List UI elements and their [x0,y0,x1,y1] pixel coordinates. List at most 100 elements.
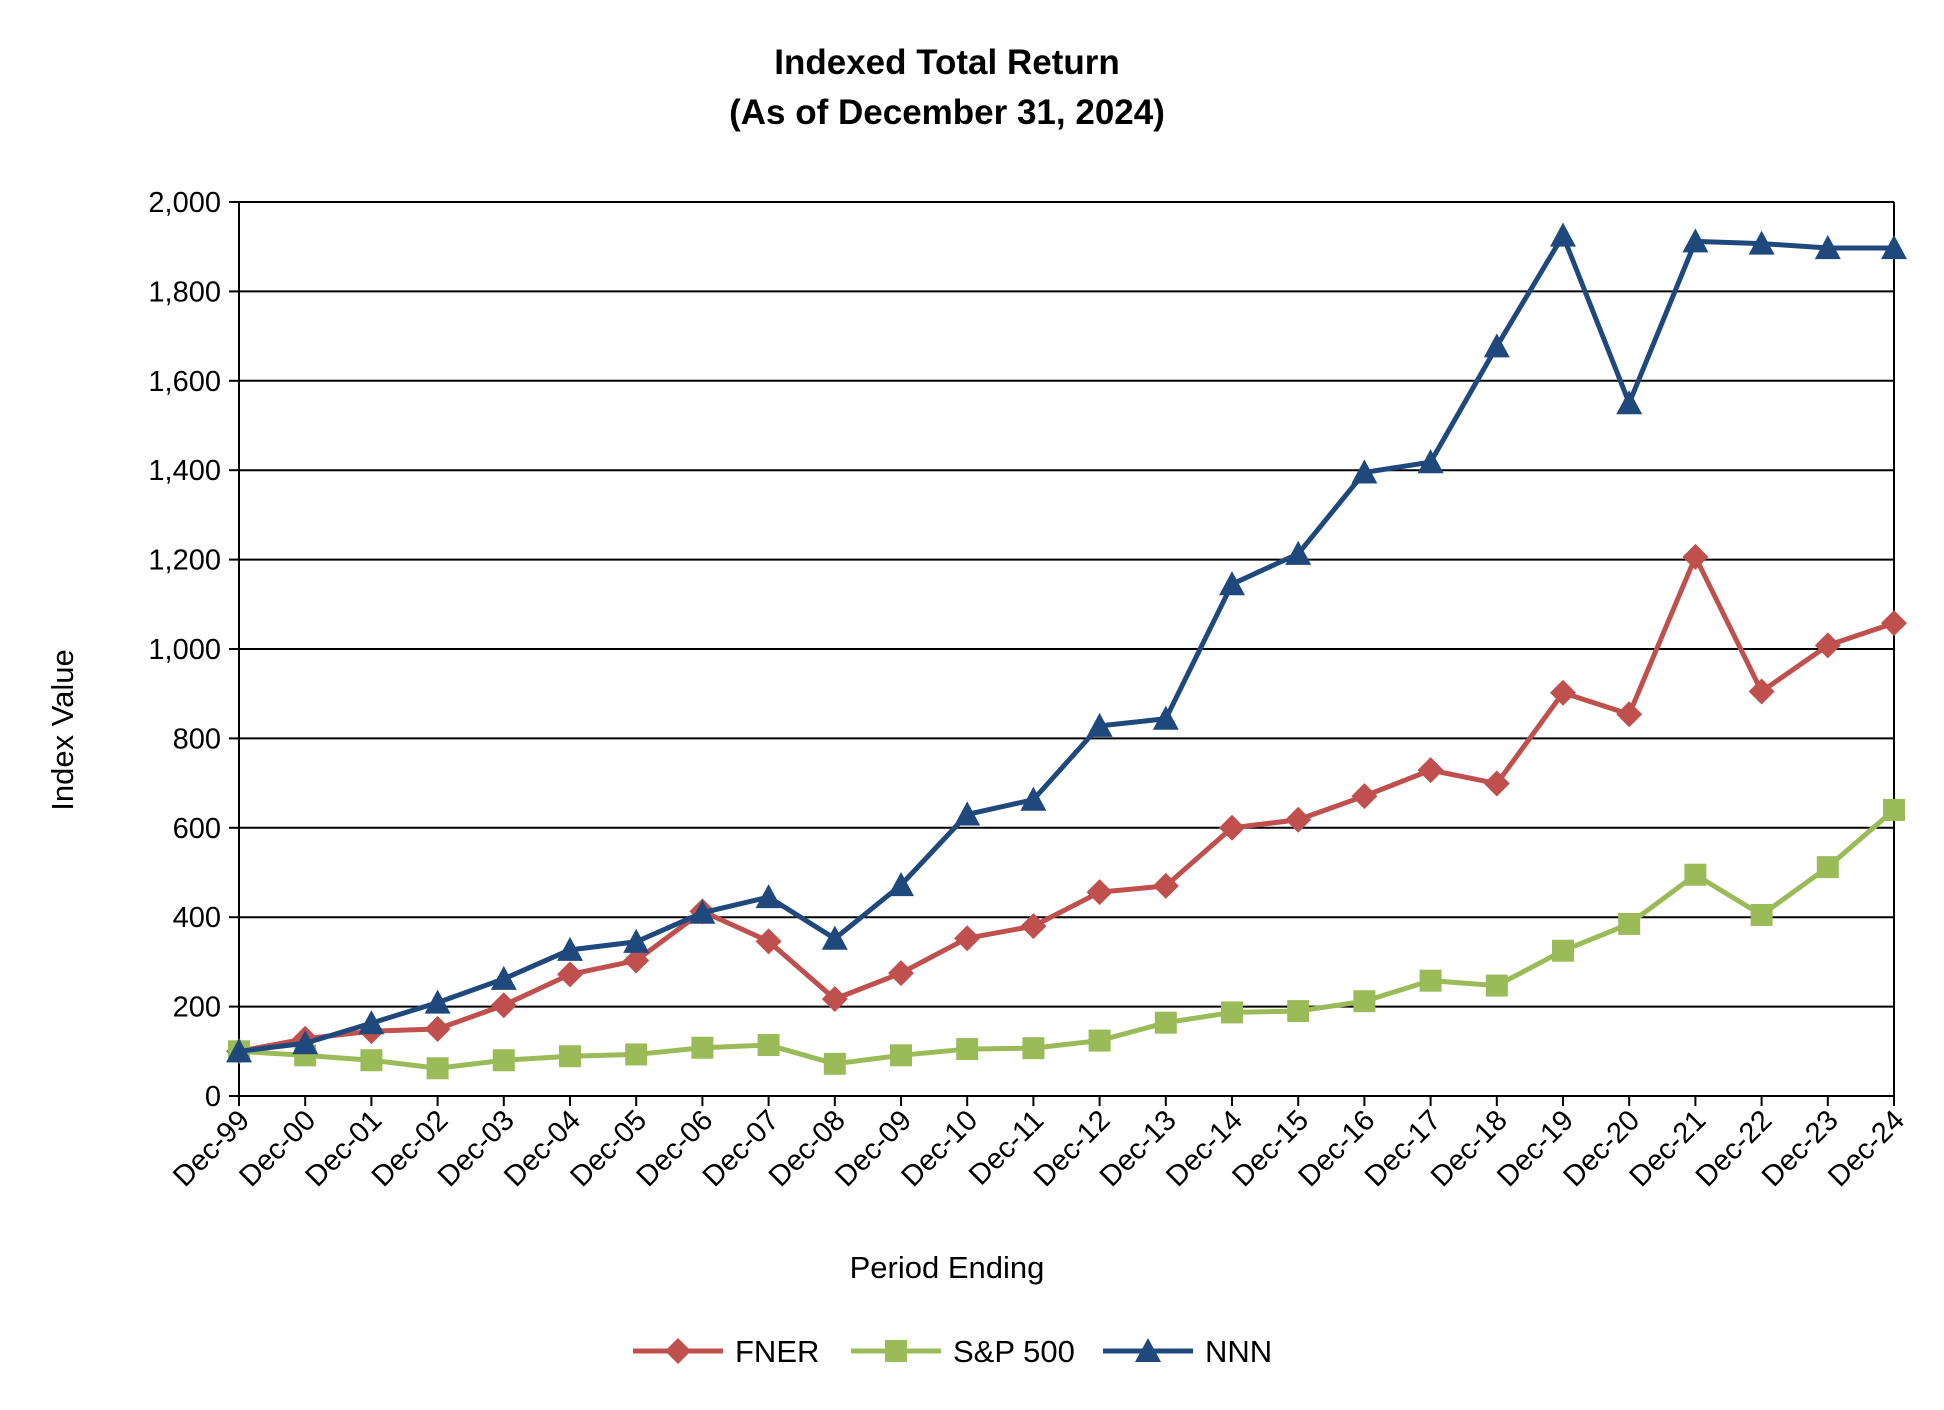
data-point-fner [954,925,981,952]
legend-marker [885,1340,907,1362]
data-point-nnn [1020,786,1047,811]
chart-title: Indexed Total Return [774,43,1120,82]
data-point-fner [1417,757,1444,784]
data-point-s-p-500 [1552,939,1574,962]
data-point-nnn [1748,230,1775,255]
data-point-nnn [1417,449,1444,474]
series-s-p-500 [228,798,1905,1080]
series-nnn [226,222,1907,1063]
data-point-s-p-500 [1684,863,1707,886]
data-point-nnn [557,936,583,961]
data-point-nnn [888,872,914,897]
y-tick-label: 1,600 [148,366,221,398]
y-tick-label: 2,000 [148,187,221,219]
data-point-fner [1483,770,1510,797]
legend-item-s-p-500: S&P 500 [851,1334,1075,1369]
data-point-fner [490,992,517,1019]
x-axis-label: Period Ending [850,1250,1045,1285]
x-axis-ticks: Dec-99Dec-00Dec-01Dec-02Dec-03Dec-04Dec-… [167,1096,1911,1193]
data-point-nnn [1285,540,1312,565]
data-point-s-p-500 [1221,1001,1243,1024]
data-point-fner [755,928,782,955]
data-point-s-p-500 [360,1049,383,1072]
y-tick-label: 1,000 [148,634,221,666]
data-point-nnn [1152,705,1179,730]
data-point-s-p-500 [1816,856,1839,879]
data-point-nnn [623,928,650,953]
legend-marker [665,1338,691,1364]
y-tick-label: 400 [173,902,221,934]
data-series [226,222,1907,1080]
data-point-s-p-500 [426,1057,449,1080]
data-point-s-p-500 [1353,990,1376,1013]
legend-marker [1135,1338,1161,1363]
data-point-nnn [1682,228,1709,253]
data-point-nnn [292,1030,319,1055]
data-point-nnn [1351,459,1378,484]
series-line-nnn [238,233,1894,1054]
data-point-fner [1219,814,1245,841]
data-point-s-p-500 [757,1034,780,1057]
data-point-s-p-500 [1419,969,1442,992]
chart-subtitle: (As of December 31, 2024) [729,93,1165,132]
data-point-fner [821,986,848,1013]
data-point-s-p-500 [823,1052,846,1075]
y-axis-ticks: 0 200 400 600 800 1,000 1,200 1,400 1,600 1,800 2,… [148,187,239,1113]
data-point-nnn [954,801,981,826]
data-point-s-p-500 [1088,1029,1111,1052]
data-point-nnn [1550,222,1576,247]
y-tick-label: 200 [173,992,221,1024]
data-point-s-p-500 [890,1044,912,1067]
data-point-s-p-500 [956,1038,979,1061]
data-point-fner [888,960,914,987]
legend-label: NNN [1205,1334,1272,1369]
data-point-fner [557,961,583,988]
data-point-fner [1616,701,1643,728]
data-point-fner [1814,632,1841,659]
data-point-fner [623,947,650,974]
data-point-nnn [226,1038,252,1063]
data-point-nnn [1881,235,1907,260]
data-point-nnn [490,965,517,990]
data-point-s-p-500 [492,1049,515,1072]
data-point-nnn [1814,235,1841,260]
data-point-nnn [424,989,451,1014]
y-tick-label: 800 [173,723,221,755]
data-point-s-p-500 [1022,1037,1045,1060]
data-point-s-p-500 [1154,1011,1177,1034]
data-point-fner [1682,543,1709,570]
data-point-s-p-500 [559,1045,581,1068]
y-tick-label: 1,200 [148,545,221,577]
data-point-fner [1550,679,1576,706]
series-line-fner [238,554,1895,1054]
data-point-s-p-500 [625,1043,648,1066]
data-point-nnn [1086,712,1113,737]
gridlines [239,201,1894,1008]
legend-item-fner: FNER [633,1334,819,1369]
legend-item-nnn: NNN [1103,1334,1272,1369]
data-point-nnn [1616,390,1643,415]
legend-label: S&P 500 [953,1334,1075,1369]
y-tick-label: 1,400 [148,455,221,487]
data-point-s-p-500 [1287,1000,1310,1023]
x-tick-label: Dec-24 [1822,1104,1911,1193]
data-point-fner [1086,879,1113,906]
data-point-fner [1152,872,1179,899]
data-point-s-p-500 [1750,903,1773,926]
data-point-nnn [821,925,848,950]
data-point-nnn [1483,333,1510,358]
series-line-s-p-500 [238,808,1896,1071]
y-tick-label: 1,800 [148,276,221,308]
data-point-s-p-500 [1618,912,1641,935]
data-point-fner [1020,913,1047,940]
data-point-fner [1748,678,1775,705]
data-point-fner [424,1015,451,1042]
data-point-s-p-500 [1883,798,1905,821]
legend-label: FNER [735,1334,819,1369]
legend: FNER S&P 500 NNN [633,1334,1272,1369]
y-tick-label: 0 [205,1081,221,1113]
y-tick-label: 600 [173,813,221,845]
data-point-nnn [1219,571,1245,596]
data-point-s-p-500 [691,1036,714,1059]
